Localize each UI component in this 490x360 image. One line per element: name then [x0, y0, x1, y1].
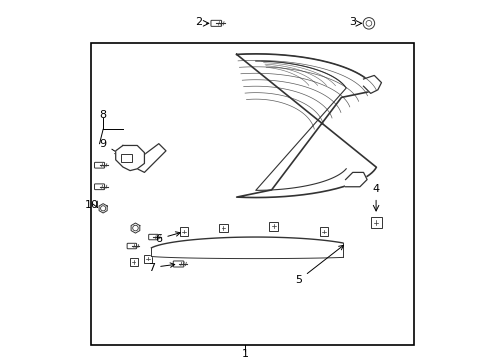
FancyBboxPatch shape — [127, 243, 137, 249]
Text: 4: 4 — [372, 184, 380, 194]
Text: 1: 1 — [242, 349, 248, 359]
Polygon shape — [116, 145, 145, 171]
Bar — [370, 217, 382, 228]
FancyBboxPatch shape — [148, 234, 158, 240]
Polygon shape — [364, 76, 382, 93]
Text: 2: 2 — [195, 17, 202, 27]
Bar — [144, 255, 152, 262]
Polygon shape — [151, 237, 343, 258]
Bar — [219, 224, 228, 232]
Polygon shape — [345, 172, 367, 187]
Text: 7: 7 — [148, 262, 175, 273]
FancyBboxPatch shape — [95, 162, 104, 168]
Polygon shape — [237, 54, 376, 198]
Text: 6: 6 — [155, 232, 180, 244]
Text: 8: 8 — [99, 110, 107, 120]
Text: 10: 10 — [85, 200, 99, 210]
FancyBboxPatch shape — [211, 20, 221, 26]
Bar — [121, 154, 132, 162]
Bar — [180, 228, 188, 236]
Text: 9: 9 — [99, 139, 120, 154]
FancyBboxPatch shape — [173, 261, 184, 267]
Bar — [320, 228, 328, 236]
Text: 3: 3 — [349, 17, 356, 27]
FancyBboxPatch shape — [95, 184, 104, 190]
Bar — [91, 43, 414, 345]
Text: 5: 5 — [295, 246, 343, 285]
Polygon shape — [134, 144, 166, 172]
Bar — [130, 258, 138, 266]
Bar — [270, 222, 278, 230]
